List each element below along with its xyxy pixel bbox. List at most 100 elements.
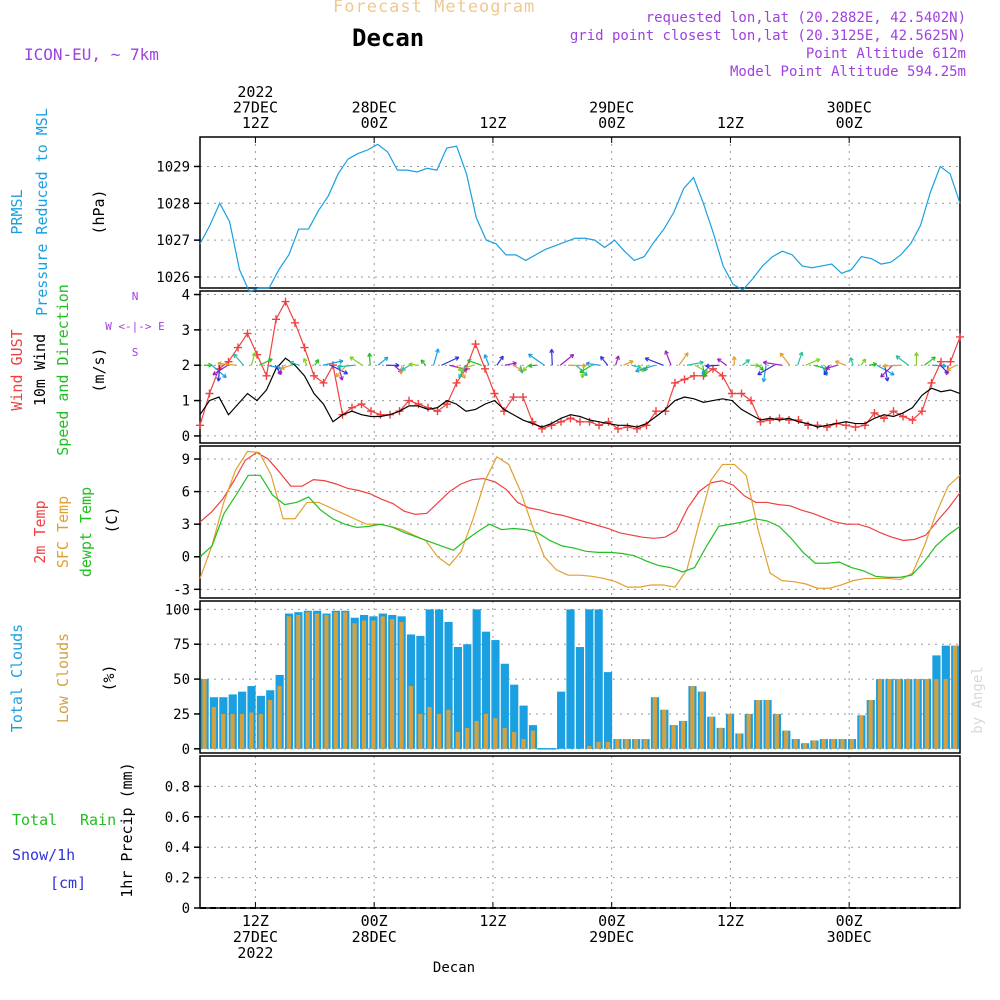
gust-marker	[595, 421, 603, 430]
low-clouds-bar	[314, 613, 320, 749]
low-clouds-bar	[324, 614, 329, 749]
wind-arrow-head	[946, 366, 952, 371]
temp-sfc-line	[199, 450, 961, 589]
wind-arrow-head	[280, 365, 285, 370]
gust-marker	[433, 407, 442, 416]
gust-marker	[813, 421, 822, 430]
wind-direction-arrow	[615, 355, 620, 366]
low-clouds-bar	[727, 713, 732, 749]
y-tick-label: 0.2	[165, 871, 190, 887]
total-clouds-bar	[481, 631, 491, 749]
wind-direction-arrow	[678, 352, 689, 366]
wind-direction-arrow	[835, 360, 846, 366]
wind-arrow-head	[435, 348, 440, 353]
wind-arrow-head	[880, 373, 885, 378]
gust-marker	[300, 343, 309, 352]
wind-direction-arrow	[623, 360, 634, 366]
compass-s: S	[132, 346, 139, 359]
point-altitude: Point Altitude 612m	[805, 46, 966, 62]
wind-direction-arrow	[585, 362, 600, 366]
wind-direction-arrow	[377, 356, 389, 366]
gust-marker	[937, 357, 945, 366]
y-tick-label: 3	[182, 323, 190, 339]
wind-direction-arrow	[512, 364, 523, 371]
gust-marker	[623, 423, 632, 432]
gust-marker	[842, 421, 850, 430]
low-clouds-bar	[859, 715, 864, 749]
low-clouds-bar	[718, 727, 723, 749]
chart-subtitle: Forecast Meteogram	[333, 0, 536, 17]
top-time-label: 00Z	[361, 114, 388, 132]
gust-marker	[690, 371, 698, 380]
gust-marker	[481, 364, 489, 373]
top-time-label: 12Z	[479, 114, 506, 132]
precip-snow-unit: [cm]	[50, 874, 86, 892]
gust-marker	[756, 417, 765, 426]
low-clouds-bar	[934, 679, 939, 749]
pressure-label-prmsl: PRMSL	[8, 189, 26, 234]
precip-snow-label: Snow/1h	[12, 846, 75, 864]
wind-arrow-head	[823, 370, 828, 376]
low-clouds-bar	[887, 679, 892, 749]
wind-arrow-head	[338, 359, 344, 364]
low-clouds-bar	[436, 713, 442, 749]
wind-arrow-head	[349, 356, 355, 361]
low-clouds-bar	[709, 716, 714, 749]
y-tick-label: 4	[182, 288, 190, 304]
gust-marker	[899, 412, 907, 421]
low-clouds-bar	[765, 700, 770, 749]
wind-arrow-head	[208, 362, 213, 368]
wind-arrow-head	[549, 348, 555, 354]
wind-direction-arrow	[762, 365, 767, 382]
wind-direction-arrow	[550, 349, 553, 366]
wind-direction-arrow	[458, 364, 466, 379]
gust-marker	[918, 407, 926, 416]
low-clouds-bar	[221, 713, 226, 749]
y-tick-label: 6	[182, 485, 190, 501]
y-tick-label: 1026	[156, 270, 190, 286]
wind-direction-arrow	[337, 364, 355, 368]
gust-marker	[490, 389, 499, 398]
wind-direction-arrow	[638, 364, 644, 373]
gust-marker	[243, 329, 252, 338]
y-tick-label: 0	[182, 429, 190, 445]
low-clouds-bar	[258, 713, 263, 749]
gust-marker	[310, 371, 318, 380]
gust-marker	[908, 416, 917, 425]
wind-direction-arrow	[579, 364, 593, 373]
low-clouds-bar	[408, 686, 413, 749]
low-clouds-bar	[662, 709, 667, 749]
low-clouds-bar	[596, 741, 601, 749]
total-clouds-bar	[519, 705, 528, 749]
gust-marker	[718, 371, 727, 380]
low-clouds-bar	[737, 733, 742, 749]
low-clouds-bar	[371, 620, 376, 749]
gust-marker	[205, 389, 214, 398]
gust-marker	[614, 424, 622, 433]
temp-dewpt-line	[199, 474, 961, 578]
low-clouds-bar	[455, 732, 460, 749]
temp-dewpt-label: dewpt Temp	[77, 487, 95, 577]
wind-direction-arrow	[322, 360, 344, 366]
wind-direction-arrow	[741, 359, 750, 366]
bottom-time-label: 30DEC	[827, 928, 872, 946]
y-tick-label: 1027	[156, 233, 190, 249]
low-clouds-bar	[587, 746, 592, 749]
total-clouds-bar	[425, 609, 434, 749]
wind-arrow-head	[944, 370, 950, 376]
low-clouds-bar	[830, 739, 836, 749]
low-clouds-bar	[249, 712, 254, 749]
low-clouds-bar	[390, 619, 395, 749]
gust-marker	[234, 343, 242, 352]
wind-arrow-head	[761, 377, 767, 383]
wind-direction-arrow	[860, 358, 867, 366]
wind-direction-arrow	[267, 364, 281, 369]
wind-arrow-head	[458, 373, 463, 379]
gust-marker	[576, 417, 584, 426]
low-clouds-bar	[361, 620, 367, 749]
wind-direction-arrow	[458, 364, 474, 371]
gust-marker	[443, 400, 451, 409]
total-clouds-bar	[566, 609, 575, 749]
wind-arrow-head	[278, 370, 283, 375]
low-clouds-bar	[821, 739, 826, 749]
